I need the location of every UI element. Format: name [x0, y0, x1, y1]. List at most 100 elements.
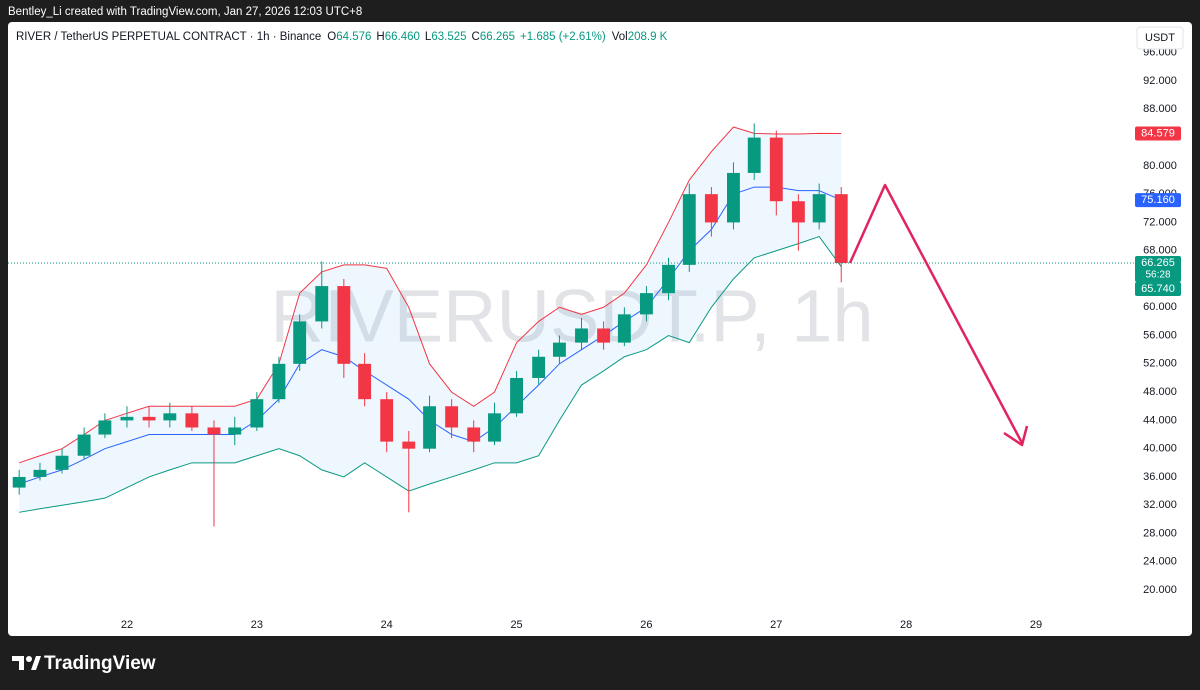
band-line: [19, 235, 842, 513]
candle-body: [682, 194, 696, 265]
price-label: [1135, 281, 1181, 296]
x-tick-label: 27: [770, 619, 782, 631]
legend-value: 66.460: [385, 31, 420, 43]
x-tick-label: 23: [251, 619, 263, 631]
candle-body: [445, 406, 459, 428]
y-tick-label: 56.000: [1143, 329, 1177, 341]
y-tick-label: 20.000: [1143, 584, 1177, 596]
legend-symbol: RIVER / TetherUS PERPETUAL CONTRACT · 1h…: [16, 31, 321, 43]
candle-body: [834, 194, 848, 263]
band-fill: [19, 126, 842, 513]
y-tick-label: 88.000: [1143, 103, 1177, 115]
y-tick-label: 96.000: [1143, 47, 1177, 59]
y-tick-label: 92.000: [1143, 75, 1177, 87]
candle-body: [12, 476, 26, 488]
price-label-text: 66.265: [1141, 257, 1175, 269]
logo-mark: [31, 656, 41, 670]
candle-body: [510, 377, 524, 414]
candle-body: [272, 363, 286, 400]
candle-body: [228, 427, 242, 435]
candle-body: [337, 286, 351, 364]
candle-body: [727, 172, 740, 223]
y-tick-label: 48.000: [1143, 386, 1177, 398]
x-tick-label: 26: [640, 619, 652, 631]
currency[interactable]: USDT: [1145, 32, 1175, 44]
legend: RIVER / TetherUS PERPETUAL CONTRACT · 1h…: [16, 31, 668, 43]
y-tick-label: 60.000: [1143, 301, 1177, 313]
candle-body: [423, 406, 436, 449]
legend-change: +1.685 (+2.61%): [520, 31, 606, 43]
x-tick-label: 28: [900, 619, 912, 631]
y-tick-label: 52.000: [1143, 358, 1177, 370]
legend-key: Vol: [612, 31, 628, 43]
candle-body: [55, 455, 69, 470]
legend-value: 66.265: [480, 31, 515, 43]
y-tick-label: 40.000: [1143, 443, 1177, 455]
candle-body: [639, 293, 653, 315]
y-tick-label: 72.000: [1143, 216, 1177, 228]
legend-key: H: [376, 31, 384, 43]
candle-body: [467, 427, 481, 442]
candle-body: [704, 194, 718, 223]
y-tick-label: 24.000: [1143, 556, 1177, 568]
candle-body: [532, 356, 546, 378]
price-label: [1135, 193, 1181, 208]
legend-key: L: [425, 31, 432, 43]
logo: [12, 656, 41, 670]
candle-body: [617, 314, 631, 343]
legend-key: O: [327, 31, 336, 43]
candle-body: [662, 264, 675, 294]
candle-body: [597, 328, 611, 343]
candle-body: [358, 363, 372, 400]
y-tick-label: 44.000: [1143, 414, 1177, 426]
candle-body: [575, 328, 588, 343]
drawn-arrow: [848, 183, 1029, 447]
price-label: [1135, 255, 1181, 282]
price-label-text: 65.740: [1141, 283, 1175, 295]
candle-body: [120, 416, 134, 421]
plot: 20.000 24.000 28.000 32.000 36.000 40.000 44.0…: [8, 47, 1177, 631]
candle-body: [185, 413, 199, 428]
price-label-text: 84.579: [1141, 127, 1175, 139]
candle-body: [250, 399, 264, 428]
candle-body: [142, 416, 156, 421]
legend-value: 64.576: [336, 31, 371, 43]
candle-body: [315, 286, 329, 322]
candle-body: [77, 434, 91, 456]
x-tick-label: 25: [510, 619, 522, 631]
y-tick-label: 68.000: [1143, 245, 1177, 257]
x-tick-label: 29: [1030, 619, 1042, 631]
logo-mark: [26, 656, 32, 662]
candle-body: [791, 201, 805, 223]
candle-body: [552, 342, 566, 357]
x-tick-label: 22: [121, 619, 133, 631]
price-label: [1135, 126, 1181, 141]
candle-body: [98, 420, 112, 435]
candle-body: [293, 321, 307, 364]
candle-body: [488, 413, 501, 442]
candle-body: [207, 427, 221, 435]
y-tick-label: 32.000: [1143, 499, 1177, 511]
y-tick-label: 36.000: [1143, 471, 1177, 483]
countdown: 56:28: [1145, 270, 1170, 281]
candle-body: [769, 137, 783, 202]
candle-body: [380, 399, 394, 442]
currency-box[interactable]: [1136, 26, 1184, 50]
watermark: RIVERUSDT.P, 1h: [270, 275, 873, 358]
legend-value: 63.525: [431, 31, 466, 43]
candle-body: [747, 137, 761, 173]
y-tick-label: 80.000: [1143, 160, 1177, 172]
legend-key: C: [472, 31, 480, 43]
candle-body: [812, 194, 826, 223]
candle-body: [33, 469, 47, 477]
legend-value: 208.9 K: [628, 31, 668, 43]
candle-body: [163, 413, 177, 421]
y-tick-label: 28.000: [1143, 527, 1177, 539]
x-tick-label: 24: [381, 619, 393, 631]
price-label-text: 75.160: [1141, 194, 1175, 206]
brand: TradingView: [44, 653, 156, 674]
logo-mark: [12, 656, 24, 670]
attribution: Bentley_Li created with TradingView.com,…: [8, 6, 362, 18]
